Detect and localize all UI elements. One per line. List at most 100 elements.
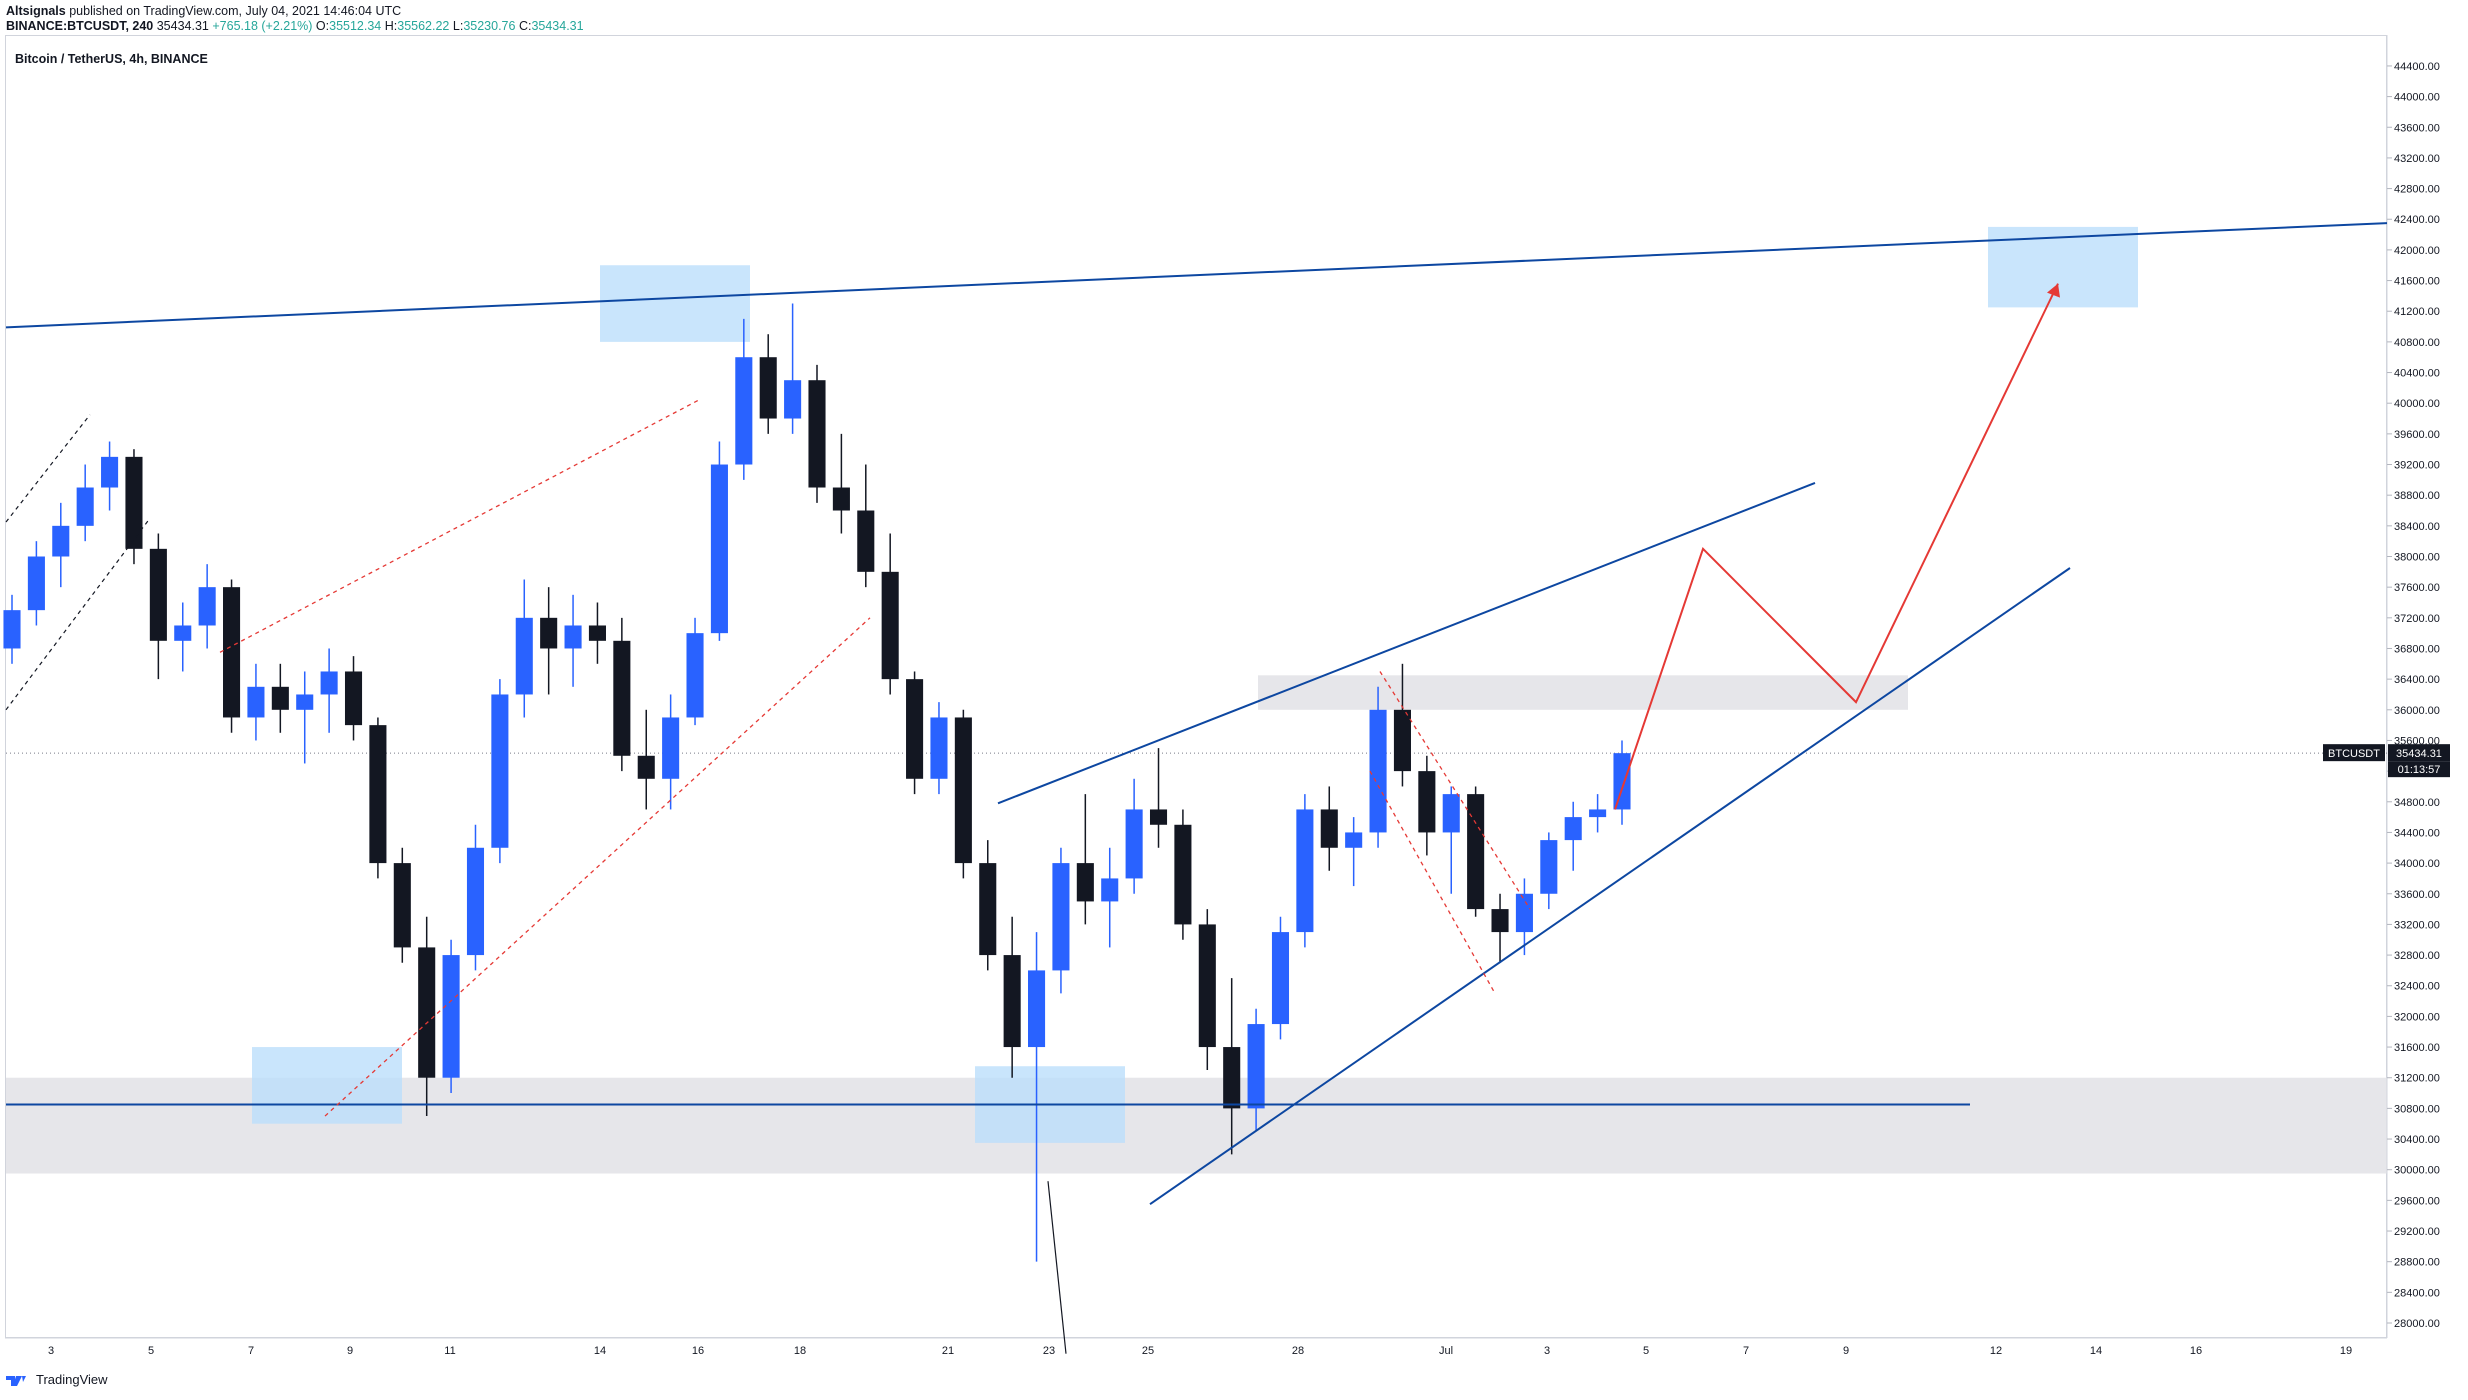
candle-body xyxy=(1149,809,1168,825)
candle-body xyxy=(1223,1047,1241,1109)
symbol-interval: BINANCE:BTCUSDT, 240 xyxy=(6,19,154,33)
candle-body xyxy=(1369,709,1387,833)
price-tag-layer: BTCUSDT 35434.31 01:13:57 xyxy=(2323,744,2450,778)
time-tick-label: 5 xyxy=(1643,1345,1649,1357)
candle-body xyxy=(418,947,436,1078)
candle-body xyxy=(979,863,997,956)
price-tick-label: 43600.00 xyxy=(2394,122,2440,134)
candle-body xyxy=(223,587,241,718)
candle-body xyxy=(271,686,289,710)
time-tick-label: 18 xyxy=(794,1345,806,1357)
upper-trendline xyxy=(5,222,2388,329)
price-tick-label: 39600.00 xyxy=(2394,429,2440,441)
candle-body xyxy=(637,755,655,779)
price-tick-label: 32000.00 xyxy=(2394,1011,2440,1023)
candle-body xyxy=(1345,832,1363,848)
candle-body xyxy=(1296,809,1314,933)
candle-body xyxy=(174,625,192,641)
symbol-tag-bg xyxy=(2323,744,2385,762)
price-axis: 44400.00 44000.00 43600.00 43200.00 42800.00… xyxy=(6,35,2440,1338)
price-tick-label: 32400.00 xyxy=(2394,981,2440,993)
close-label: C: xyxy=(518,19,532,33)
candle-body xyxy=(149,548,167,641)
resistance-zone xyxy=(1258,675,1908,710)
candle-body xyxy=(369,725,387,864)
black-channel-upper xyxy=(5,414,91,523)
footer[interactable]: TradingView xyxy=(6,1372,108,1387)
candle-body xyxy=(662,717,680,779)
price-tick-label: 29600.00 xyxy=(2394,1195,2440,1207)
wedge-upper-line xyxy=(997,481,1816,805)
price-change: +765.18 (+2.21%) xyxy=(212,19,313,33)
price-tick-label: 42000.00 xyxy=(2394,245,2440,257)
tradingview-logo-icon xyxy=(6,1375,26,1386)
time-tick-label: 14 xyxy=(2090,1345,2102,1357)
price-tick-label: 33200.00 xyxy=(2394,919,2440,931)
countdown-value: 01:13:57 xyxy=(2398,764,2441,776)
publish-line: Altsignals published on TradingView.com,… xyxy=(6,4,584,19)
author-name[interactable]: Altsignals xyxy=(6,4,66,18)
candle-body xyxy=(125,456,143,549)
candle-body xyxy=(1491,909,1509,933)
price-tick-label: 31200.00 xyxy=(2394,1073,2440,1085)
price-tick-label: 34800.00 xyxy=(2394,797,2440,809)
blue-zone-1 xyxy=(252,1047,402,1124)
low-value: 35230.76 xyxy=(463,19,516,33)
price-tick-label: 40800.00 xyxy=(2394,337,2440,349)
high-label: H: xyxy=(384,19,398,33)
price-tick-label: 36800.00 xyxy=(2394,643,2440,655)
price-tick-label: 40000.00 xyxy=(2394,398,2440,410)
price-tick-label: 28800.00 xyxy=(2394,1257,2440,1269)
candle-body xyxy=(442,955,460,1078)
price-tick-label: 37200.00 xyxy=(2394,613,2440,625)
time-tick-label: 12 xyxy=(1990,1345,2002,1357)
candle-body xyxy=(52,525,70,557)
candle-body xyxy=(1174,824,1192,925)
time-tick-label: 16 xyxy=(692,1345,704,1357)
time-tick-label: 3 xyxy=(1544,1345,1550,1357)
candle-body xyxy=(247,686,265,718)
candle-body xyxy=(906,679,924,779)
candle-body xyxy=(393,863,411,948)
candle-body xyxy=(101,456,119,488)
candle-body xyxy=(1076,863,1094,902)
time-tick-label: 9 xyxy=(1843,1345,1849,1357)
price-tick-label: 28000.00 xyxy=(2394,1318,2440,1330)
price-tick-label: 38400.00 xyxy=(2394,521,2440,533)
candle-body xyxy=(540,617,558,649)
candle-body xyxy=(1125,809,1143,879)
candle-body xyxy=(808,380,826,488)
price-tick-label: 30000.00 xyxy=(2394,1165,2440,1177)
candle-body xyxy=(1564,817,1582,841)
last-price: 35434.31 xyxy=(156,19,209,33)
support-zone xyxy=(6,1077,2387,1174)
candles-layer xyxy=(3,303,1631,1262)
candle-body xyxy=(344,671,363,726)
candle-body xyxy=(27,556,45,611)
candle-body xyxy=(466,847,485,956)
candle-body xyxy=(832,487,850,511)
candle-body xyxy=(1028,970,1046,1048)
blue-zone-3 xyxy=(600,265,750,342)
candle-body xyxy=(857,510,875,572)
candle-body xyxy=(1418,771,1436,833)
candle-body xyxy=(1393,709,1411,772)
candle-body xyxy=(759,357,777,419)
candle-body xyxy=(1101,878,1119,902)
time-tick-label: Jul xyxy=(1439,1345,1453,1357)
arrowhead xyxy=(2047,283,2060,298)
time-axis: 3 5 7 9 11 14 16 18 21 23 25 28 Jul 3 5 7 9 12 14 16 19 xyxy=(5,1337,2387,1357)
projected-path xyxy=(1614,283,2059,810)
candle-body xyxy=(710,464,728,634)
red-channel-upper xyxy=(219,398,701,653)
price-tick-label: 36000.00 xyxy=(2394,705,2440,717)
high-value: 35562.22 xyxy=(397,19,450,33)
candle-body xyxy=(1320,809,1338,848)
candle-body xyxy=(954,717,972,864)
candle-body xyxy=(1052,863,1070,971)
price-tick-label: 44400.00 xyxy=(2394,61,2440,73)
price-tick-label: 36400.00 xyxy=(2394,674,2440,686)
publish-header: Altsignals published on TradingView.com,… xyxy=(6,4,584,34)
red-channel-lower xyxy=(324,617,871,1117)
